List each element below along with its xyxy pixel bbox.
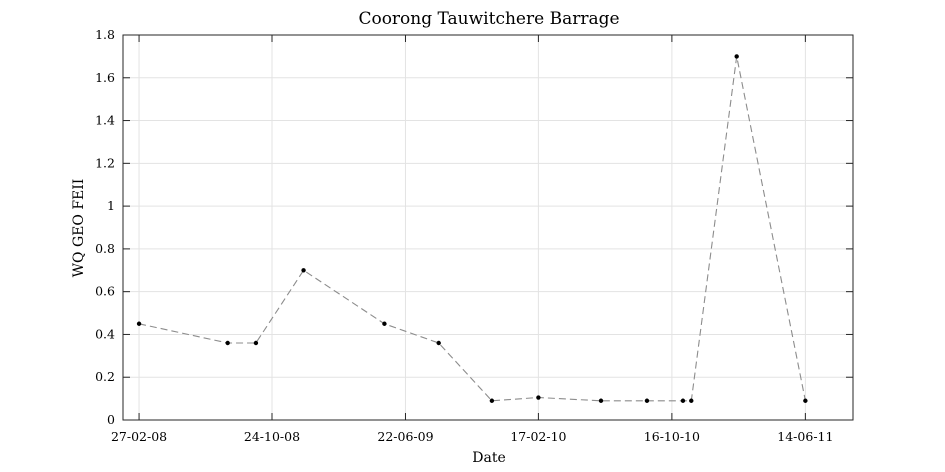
chart-title: Coorong Tauwitchere Barrage	[358, 9, 619, 29]
data-point	[136, 321, 142, 326]
x-tick-label: 14-06-11	[777, 429, 833, 444]
y-tick-label: 1.8	[95, 27, 115, 42]
axis-ticks: 0 0.2 0.4 0.6 0.8 1 1.2 1.4 1.6 1.8 27-02-08 24-10-…	[95, 27, 853, 444]
data-series	[136, 54, 808, 403]
y-tick-label: 1.2	[95, 155, 115, 170]
y-tick-label: 0.8	[95, 241, 115, 256]
data-point	[598, 398, 604, 403]
plot-area	[122, 34, 854, 421]
data-point	[734, 54, 739, 59]
grid	[123, 35, 853, 420]
x-tick-label: 24-10-08	[244, 429, 300, 444]
y-tick-label: 1.6	[95, 70, 115, 85]
y-tick-label: 1.4	[95, 113, 115, 128]
data-point	[803, 398, 808, 403]
x-tick-label: 27-02-08	[111, 429, 167, 444]
y-tick-label: 0.4	[95, 326, 115, 341]
data-point	[689, 398, 694, 403]
x-tick-label: 22-06-09	[377, 429, 433, 444]
data-point	[644, 398, 650, 403]
data-point	[489, 398, 495, 403]
data-point	[382, 321, 387, 326]
y-tick-label: 1	[107, 198, 115, 213]
series-line	[138, 56, 806, 402]
data-point	[436, 340, 441, 346]
data-point	[536, 395, 541, 400]
y-tick-label: 0.6	[95, 284, 115, 299]
y-tick-label: 0	[107, 412, 115, 427]
x-tick-label: 17-02-10	[510, 429, 566, 444]
x-axis-label: Date	[472, 450, 505, 466]
y-axis-label: WQ GEO FEII	[71, 179, 87, 278]
data-point	[680, 398, 686, 403]
y-tick-label: 0.2	[95, 369, 115, 384]
data-point	[301, 268, 306, 273]
data-point	[253, 340, 259, 346]
x-tick-label: 16-10-10	[644, 429, 700, 444]
data-point	[225, 340, 230, 346]
